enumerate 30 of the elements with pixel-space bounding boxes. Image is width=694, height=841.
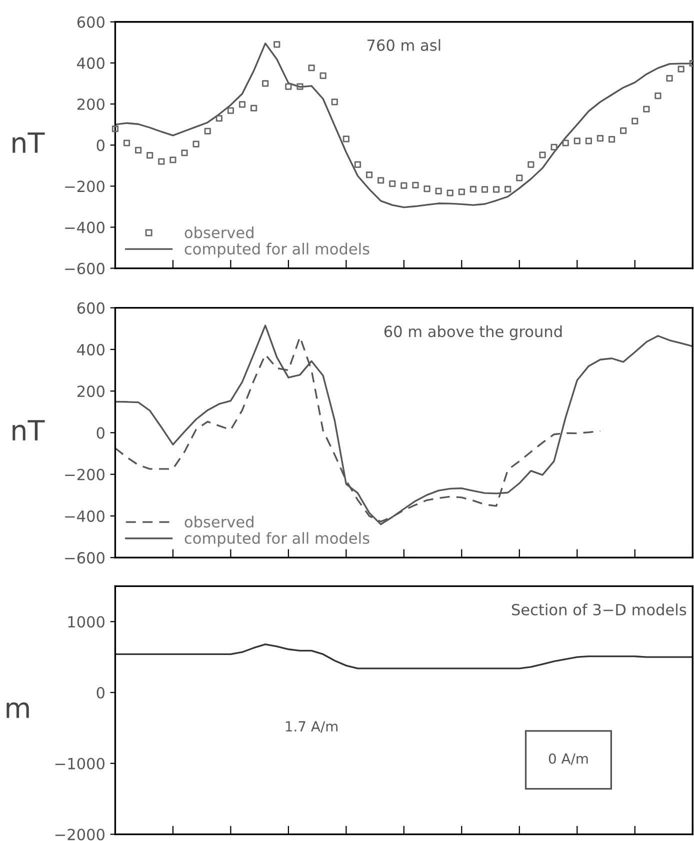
- y-tick-label: −2000: [55, 828, 104, 840]
- y-tick-label: 600: [77, 302, 104, 314]
- y-tick-label: −1000: [55, 758, 104, 770]
- legend-label: observed: [184, 516, 254, 528]
- y-tick-label: 600: [77, 16, 104, 28]
- y-tick-label: −600: [65, 262, 104, 274]
- y-tick-label: 400: [77, 344, 104, 356]
- legend-label: computed for all models: [184, 532, 370, 547]
- y-tick-label: 400: [77, 57, 104, 69]
- y-tick-label: 1000: [68, 616, 104, 628]
- y-tick-label: 200: [77, 98, 104, 110]
- y-tick-label: 0: [96, 686, 104, 699]
- annotation: 0 A/m: [548, 753, 588, 765]
- y-tick-label: 200: [77, 386, 104, 398]
- y-tick-label: 0: [96, 427, 104, 439]
- y-axis-title: m: [6, 702, 29, 718]
- y-tick-label: −600: [65, 552, 104, 564]
- text: Section of 3−D models: [512, 604, 686, 616]
- y-tick-label: 0: [96, 140, 104, 152]
- annotation: 1.7 A/m: [286, 721, 338, 733]
- y-tick-label: −200: [65, 180, 104, 192]
- y-axis-title: nT: [12, 420, 45, 440]
- y-axis-title: nT: [12, 132, 45, 153]
- legend-label: computed for all models: [184, 242, 370, 258]
- text: 60 m above the ground: [384, 325, 562, 340]
- y-tick-label: −200: [65, 468, 104, 480]
- legend-label: observed: [184, 226, 254, 238]
- y-tick-label: −400: [65, 510, 104, 522]
- text: 760 m asl: [368, 39, 440, 51]
- y-tick-label: −400: [65, 222, 104, 234]
